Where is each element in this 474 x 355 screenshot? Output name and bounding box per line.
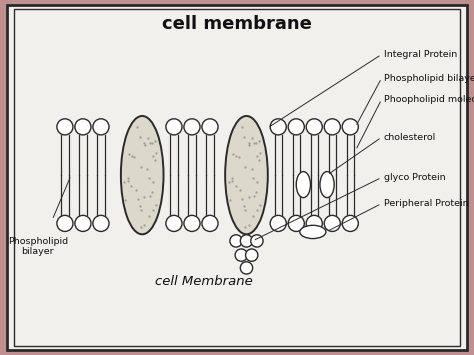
Circle shape [240,262,253,274]
Circle shape [93,215,109,231]
Circle shape [288,119,304,135]
Circle shape [75,215,91,231]
Circle shape [324,215,340,231]
Circle shape [166,215,182,231]
Circle shape [246,249,258,261]
Circle shape [75,119,91,135]
Text: glyco Protein: glyco Protein [384,173,446,182]
Text: Peripheral Protein: Peripheral Protein [384,199,469,208]
Circle shape [288,215,304,231]
Ellipse shape [300,225,326,239]
Circle shape [251,235,263,247]
Ellipse shape [320,171,334,198]
Circle shape [202,119,218,135]
Circle shape [270,119,286,135]
Circle shape [342,215,358,231]
Text: Phospholipid
bilayer: Phospholipid bilayer [8,237,68,256]
Circle shape [184,119,200,135]
Circle shape [57,215,73,231]
Text: cell Membrane: cell Membrane [155,275,253,288]
Circle shape [57,119,73,135]
Circle shape [184,215,200,231]
Circle shape [202,215,218,231]
Circle shape [306,119,322,135]
Circle shape [166,119,182,135]
Circle shape [93,119,109,135]
Circle shape [230,235,242,247]
Text: cell membrane: cell membrane [162,15,312,33]
Text: Phospholipid bilayer: Phospholipid bilayer [384,73,474,83]
Circle shape [240,235,253,247]
Circle shape [324,119,340,135]
Ellipse shape [121,116,164,234]
Ellipse shape [296,171,310,198]
Text: cholesterol: cholesterol [384,133,436,142]
Circle shape [235,249,247,261]
Circle shape [270,215,286,231]
Text: Integral Protein: Integral Protein [384,50,457,59]
Text: Phoopholipid molecules: Phoopholipid molecules [384,95,474,104]
Circle shape [342,119,358,135]
Ellipse shape [225,116,268,234]
Circle shape [306,215,322,231]
